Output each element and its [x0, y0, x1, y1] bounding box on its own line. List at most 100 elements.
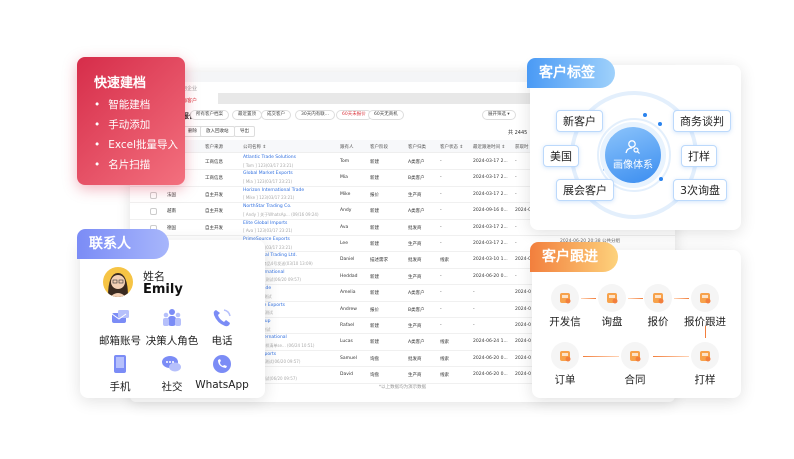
column-header[interactable]: 客户来源	[205, 145, 223, 150]
acquired-time: 2024-0	[515, 257, 531, 263]
latest-note: [ Heddad ] 测试(06/20 09:57)	[243, 277, 301, 283]
whatsapp-icon	[213, 355, 231, 373]
source: 工商信息	[205, 160, 223, 165]
filter-chip[interactable]: 60天无商机	[368, 110, 404, 120]
contact-field-3[interactable]: 手机	[90, 353, 150, 394]
owner: Ava	[340, 224, 349, 230]
step-4[interactable]	[691, 342, 719, 370]
profile-center-label: 画像体系	[613, 159, 653, 171]
step-2[interactable]	[644, 284, 672, 312]
status: -	[440, 159, 442, 164]
company-link[interactable]: Atlantic Trade Solutions	[243, 155, 296, 160]
export-button[interactable]: 导出	[234, 126, 255, 137]
filter-chip[interactable]: 60天未报价	[336, 110, 372, 120]
latest-note: [ Mia ] 123(03/17 23:21)	[243, 178, 293, 184]
status: -	[440, 224, 442, 230]
table-row[interactable]: 法国 自主开发 Horizon International Trade [ Mi…	[130, 187, 675, 204]
step-label: 打样	[694, 374, 716, 386]
column-header[interactable]: 客户归类	[408, 145, 426, 150]
company-link[interactable]: Elite Global Imports	[243, 220, 288, 226]
owner: Andrew	[340, 306, 357, 312]
company-link[interactable]: Horizon International Trade	[243, 187, 305, 193]
avatar	[103, 267, 133, 297]
tab-strip	[218, 93, 668, 104]
tag-new-customer[interactable]: 新客户	[556, 110, 603, 132]
table-row[interactable]: 工商信息 Global Market Exports [ Mia ] 123(0…	[130, 170, 675, 187]
status: 线索	[440, 356, 449, 362]
step-3[interactable]	[691, 284, 719, 312]
column-header[interactable]: 跟有人	[340, 145, 354, 150]
table-row[interactable]: 德国 自主开发 Elite Global Imports [ Ava ] 123…	[130, 220, 675, 236]
customer-type: B类客户	[408, 176, 425, 182]
step-label: 合同	[624, 374, 646, 386]
tag-3-inquiries[interactable]: 3次询盘	[673, 179, 727, 201]
contact-field-4[interactable]: 社交	[142, 353, 202, 394]
latest-note: [ Ava ] 123(03/17 23:21)	[243, 228, 293, 234]
filter-chip[interactable]: 所有客户档案	[190, 110, 229, 120]
contact-field-1[interactable]: 决策人角色	[142, 307, 202, 348]
status: -	[440, 273, 442, 279]
stage: 新建	[370, 274, 379, 280]
step-label: 报价	[647, 316, 669, 328]
owner: David	[340, 372, 353, 378]
tag-sample[interactable]: 打样	[681, 145, 717, 167]
table-row[interactable]: 越南 自主开发 NorthStar Trading Co. [ Andy ] 关…	[130, 203, 675, 220]
company-link[interactable]: PrimeSource Exports	[243, 237, 290, 242]
step-1[interactable]	[598, 284, 626, 312]
column-header[interactable]: 获取时	[515, 145, 529, 150]
tab-sea-customers[interactable]: 海客户	[182, 98, 198, 104]
column-header[interactable]: 客户状态 ⇕	[440, 145, 464, 150]
filter-chip[interactable]: 成交客户	[261, 110, 291, 120]
acquired-time: -	[515, 175, 517, 181]
company-link[interactable]: Continental Trading Ltd.	[243, 253, 297, 259]
contact-field-5[interactable]: WhatsApp	[192, 353, 252, 391]
recycle-button[interactable]: 放入回收站	[200, 126, 235, 137]
stage: 报价	[370, 307, 379, 313]
company-link[interactable]: NorthStar Trading Co.	[243, 204, 292, 210]
last-follow: -	[473, 323, 475, 328]
follow-title: 客户跟进	[530, 242, 618, 272]
stage: 新建	[370, 160, 379, 165]
last-follow: -	[473, 306, 475, 312]
step-5[interactable]	[621, 342, 649, 370]
company-link[interactable]: Global Market Exports	[243, 171, 293, 177]
latest-note: [ Lucas ] 看样清单se... (06/24 10:51)	[243, 342, 315, 348]
customer-type: 批发商	[408, 225, 422, 231]
table-row[interactable]: PrimeSource Exports [ Lee ] 123(03/17 23…	[130, 236, 675, 253]
column-header[interactable]: 公司名称 ⇕	[243, 145, 267, 150]
row-checkbox[interactable]	[150, 191, 157, 199]
column-header[interactable]: 客户阶段	[370, 145, 388, 150]
column-header[interactable]: 最近跟进时间 ⇕	[473, 145, 506, 150]
owner: Amelia	[340, 290, 356, 296]
last-follow: 2024-03-17 2...	[473, 224, 508, 230]
contact-field-0[interactable]: 邮箱账号	[90, 307, 150, 348]
stage: 新建	[370, 176, 379, 182]
contact-field-label: WhatsApp	[195, 379, 249, 391]
tag-expo-customer[interactable]: 展会客户	[556, 179, 614, 201]
step-0[interactable]	[551, 284, 579, 312]
filter-chip[interactable]: 最近置顶	[232, 110, 262, 120]
step-label: 开发信	[549, 316, 581, 328]
contact-field-label: 电话	[211, 335, 233, 347]
follow-card	[532, 250, 741, 398]
handshake-icon	[607, 293, 618, 304]
tag-negotiation[interactable]: 商务谈判	[673, 110, 731, 132]
step-6[interactable]	[551, 342, 579, 370]
quote-icon	[653, 293, 664, 304]
source: 自主开发	[205, 192, 223, 198]
customer-type: 批发商	[408, 356, 422, 362]
status: -	[440, 208, 442, 214]
owner: Daniel	[340, 257, 355, 263]
row-checkbox[interactable]	[150, 208, 157, 216]
latest-note: [ Mike ] 123(03/17 23:21)	[243, 195, 295, 201]
contact-field-2[interactable]: 电话	[192, 307, 252, 348]
expand-filter-button[interactable]: 展开筛选 ▾	[482, 110, 516, 120]
filter-chip[interactable]: 30天内有联...	[295, 110, 336, 120]
contract-icon	[630, 351, 641, 362]
tag-usa[interactable]: 美国	[543, 145, 579, 167]
latest-note: [ Andy ] 关于WhatsAp... (09/16 09:24)	[243, 211, 319, 217]
stage: 询盘	[370, 356, 379, 362]
stage: 新建	[370, 324, 379, 329]
stage: 新建	[370, 291, 379, 297]
total-count: 共 2445	[508, 130, 528, 136]
